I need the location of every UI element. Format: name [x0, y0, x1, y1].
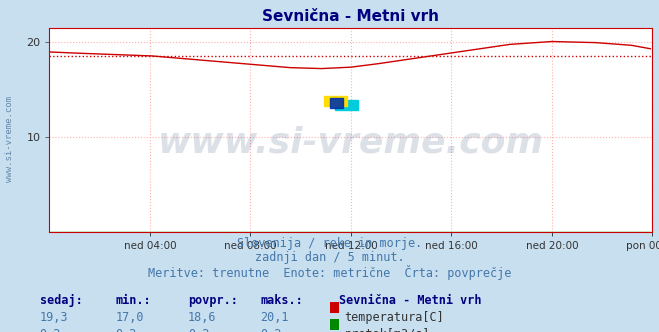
Text: povpr.:: povpr.:	[188, 294, 238, 307]
Text: www.si-vreme.com: www.si-vreme.com	[5, 96, 14, 183]
Bar	[324, 96, 347, 106]
Text: Sevnična - Metni vrh: Sevnična - Metni vrh	[339, 294, 482, 307]
Text: 0,2: 0,2	[188, 328, 209, 332]
Text: pretok[m3/s]: pretok[m3/s]	[345, 328, 430, 332]
Text: 0,2: 0,2	[115, 328, 136, 332]
Text: temperatura[C]: temperatura[C]	[345, 311, 444, 324]
Text: 20,1: 20,1	[260, 311, 289, 324]
Title: Sevnična - Metni vrh: Sevnična - Metni vrh	[262, 9, 440, 24]
Text: 17,0: 17,0	[115, 311, 144, 324]
Text: 0,2: 0,2	[260, 328, 281, 332]
Text: maks.:: maks.:	[260, 294, 303, 307]
Text: 0,2: 0,2	[40, 328, 61, 332]
Text: Slovenija / reke in morje.: Slovenija / reke in morje.	[237, 237, 422, 250]
Text: 18,6: 18,6	[188, 311, 216, 324]
Text: Meritve: trenutne  Enote: metrične  Črta: povprečje: Meritve: trenutne Enote: metrične Črta: …	[148, 265, 511, 280]
Bar	[335, 100, 358, 110]
Text: zadnji dan / 5 minut.: zadnji dan / 5 minut.	[254, 251, 405, 264]
Bar	[330, 98, 343, 108]
Text: sedaj:: sedaj:	[40, 294, 82, 307]
Text: www.si-vreme.com: www.si-vreme.com	[158, 125, 544, 160]
Text: min.:: min.:	[115, 294, 151, 307]
Text: 19,3: 19,3	[40, 311, 68, 324]
